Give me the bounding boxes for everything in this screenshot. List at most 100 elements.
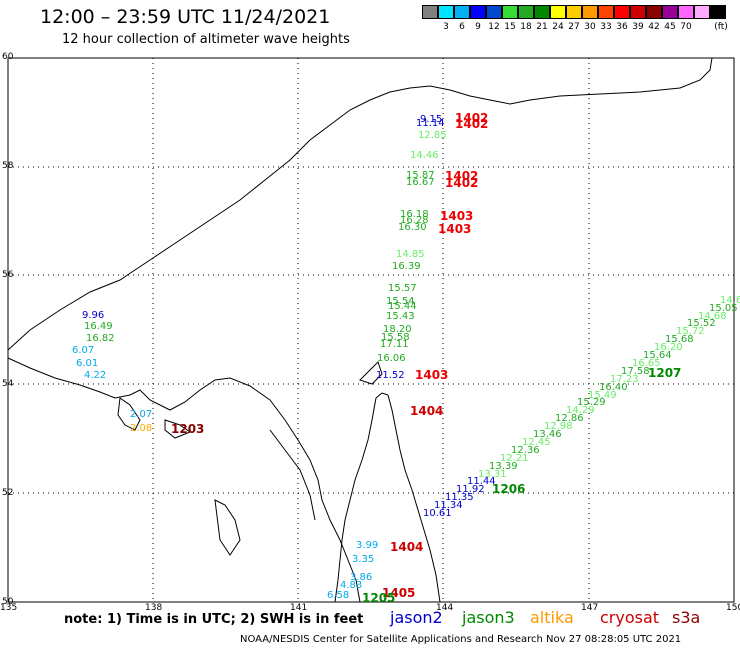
- wave-height-value: 16.67: [406, 177, 435, 188]
- lat-tick-label: 56: [2, 270, 14, 280]
- pass-time: 1403: [438, 222, 472, 236]
- wave-height-value: 16.40: [599, 381, 628, 393]
- wave-height-value: 9.15: [420, 114, 443, 125]
- wave-height-value: 16.30: [398, 222, 427, 233]
- color-swatch: [630, 5, 646, 19]
- color-swatch: [422, 5, 438, 19]
- pass-time: 1405: [382, 586, 416, 600]
- wave-height-value: 13.46: [533, 429, 562, 440]
- pass-time: 1402: [445, 169, 479, 183]
- lon-tick-label: 144: [436, 603, 454, 613]
- color-scale-label: 45: [664, 22, 676, 32]
- lon-tick-label: 141: [290, 603, 308, 613]
- color-swatch: [678, 5, 694, 19]
- wave-height-value: 2.07: [130, 409, 153, 420]
- lat-tick-label: 60: [2, 52, 14, 62]
- wave-height-value: 12.86: [555, 413, 584, 425]
- wave-height-value: 16.39: [392, 261, 421, 272]
- wave-height-value: 9.96: [82, 310, 105, 321]
- page-subtitle: 12 hour collection of altimeter wave hei…: [62, 32, 350, 47]
- wave-height-value: 6.07: [72, 345, 95, 356]
- color-swatch: [550, 5, 566, 19]
- color-swatch: [598, 5, 614, 19]
- wave-height-value: 17.11: [380, 339, 409, 350]
- page-title: 12:00 – 23:59 UTC 11/24/2021: [40, 6, 331, 28]
- wave-height-value: 2.08: [130, 423, 153, 434]
- wave-height-value: 12.21: [500, 452, 529, 464]
- pass-time: 1207: [648, 366, 682, 380]
- wave-height-value: 16.65: [632, 357, 661, 369]
- color-swatch: [710, 5, 726, 19]
- wave-height-value: 17.58: [621, 365, 650, 377]
- wave-height-value: 16.28: [400, 215, 429, 226]
- wave-height-value: 15.57: [388, 283, 417, 294]
- wave-height-value: 3.86: [350, 572, 373, 583]
- graticule: [8, 58, 734, 602]
- color-scale-label: 3: [443, 22, 449, 32]
- lat-tick-label: 52: [2, 488, 14, 498]
- color-scale-label: 21: [536, 22, 548, 32]
- pass-time: 1404: [410, 404, 444, 418]
- wave-height-value: 14.46: [410, 150, 439, 161]
- color-scale-label: 18: [520, 22, 532, 32]
- wave-height-value: 15.49: [588, 389, 617, 401]
- footnote: note: 1) Time is in UTC; 2) SWH is in fe…: [64, 612, 364, 627]
- pass-time: 1402: [445, 176, 479, 190]
- wave-height-value: 15.43: [386, 311, 415, 322]
- color-scale-label: 27: [568, 22, 580, 32]
- color-scale-label: 6: [459, 22, 465, 32]
- color-scale-label: 24: [552, 22, 564, 32]
- lon-tick-label: 138: [145, 603, 163, 613]
- pass-time: 1402: [455, 117, 489, 131]
- color-swatch: [470, 5, 486, 19]
- pass-time: 1205: [362, 591, 396, 605]
- wave-height-value: 3.99: [356, 540, 379, 551]
- wave-height-value: 15.68: [665, 334, 694, 346]
- map-frame: [7, 57, 735, 603]
- wave-height-value: 15.05: [709, 302, 738, 314]
- pass-time: 1402: [455, 111, 489, 125]
- wave-height-value: 15.58: [381, 332, 410, 343]
- wave-height-value: 12.45: [522, 436, 551, 448]
- color-swatch: [454, 5, 470, 19]
- wave-height-value: 4.22: [84, 370, 107, 381]
- wave-height-value: 14.85: [396, 249, 425, 260]
- color-swatch: [582, 5, 598, 19]
- lat-tick-label: 50: [2, 597, 14, 607]
- wave-height-value: 6.58: [327, 590, 350, 601]
- wave-height-value: 3.35: [352, 554, 375, 565]
- wave-height-value: 11.34: [434, 500, 463, 512]
- pass-time: 1403: [440, 209, 474, 223]
- pass-time: 1403: [415, 368, 449, 382]
- color-scale-label: 15: [504, 22, 516, 32]
- lon-tick-label: 135: [0, 603, 18, 613]
- wave-height-value: 11.52: [376, 370, 405, 381]
- wave-height-value: 6.01: [76, 358, 99, 369]
- color-swatch: [662, 5, 678, 19]
- color-scale-label: 12: [488, 22, 500, 32]
- color-swatch: [566, 5, 582, 19]
- color-swatch: [438, 5, 454, 19]
- wave-height-value: 12.98: [544, 421, 573, 433]
- wave-height-value: 12.85: [418, 130, 447, 141]
- color-scale-unit: (ft): [714, 22, 728, 32]
- wave-height-value: 14.68: [698, 310, 727, 322]
- lat-tick-label: 58: [2, 161, 14, 171]
- color-swatch: [502, 5, 518, 19]
- color-scale-label: 9: [475, 22, 481, 32]
- wave-height-value: 15.52: [687, 318, 716, 330]
- wave-height-value: 4.83: [340, 580, 363, 591]
- color-scale-label: 30: [584, 22, 596, 32]
- color-scale-label: 70: [680, 22, 692, 32]
- legend-entry-altika: altika: [530, 608, 574, 627]
- wave-height-value: 14.6: [720, 294, 740, 306]
- wave-height-value: 15.29: [577, 397, 606, 409]
- wave-height-value: 11.44: [467, 476, 496, 488]
- pass-time: 1203: [171, 422, 205, 436]
- wave-height-value: 15.72: [676, 326, 705, 338]
- wave-height-value: 13.39: [489, 460, 518, 472]
- lon-tick-label: 147: [581, 603, 599, 613]
- wave-height-value: 11.92: [456, 484, 485, 496]
